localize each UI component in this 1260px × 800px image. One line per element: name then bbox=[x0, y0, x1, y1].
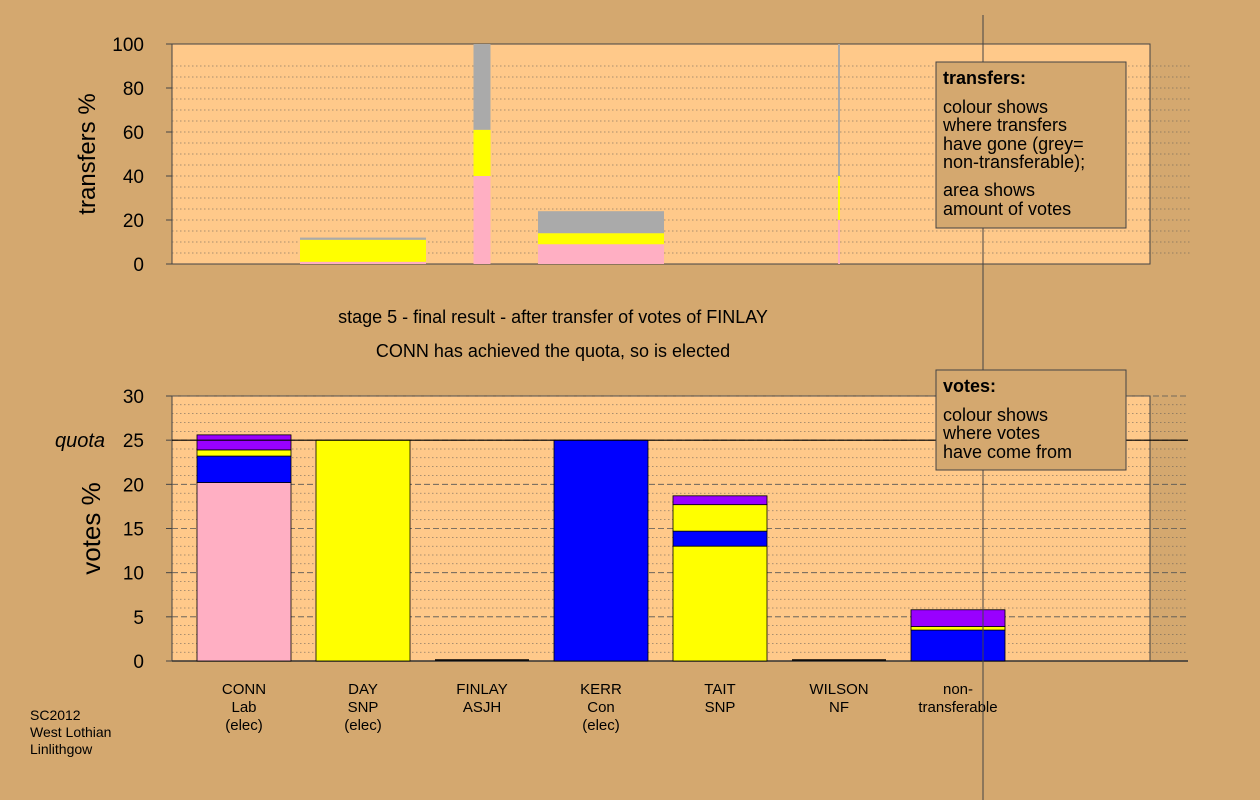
vote-segment bbox=[672, 504, 768, 532]
vote-segment bbox=[196, 455, 292, 483]
transfers-legend-line: have gone (grey= bbox=[943, 134, 1084, 154]
y-tick-label: 5 bbox=[133, 608, 144, 629]
votes-legend-line: have come from bbox=[943, 442, 1072, 462]
transfer-segment bbox=[838, 44, 840, 176]
x-category-label: SNP bbox=[705, 699, 736, 716]
quota-label: quota bbox=[55, 430, 105, 452]
vote-segment bbox=[315, 439, 411, 662]
vote-segment bbox=[196, 449, 292, 457]
y-tick-label: 30 bbox=[123, 387, 144, 408]
vote-segment bbox=[672, 495, 768, 506]
x-category-label: KERR bbox=[580, 681, 622, 698]
x-category-label: FINLAY bbox=[456, 681, 507, 698]
x-category-label: WILSON bbox=[809, 681, 868, 698]
x-category-label: (elec) bbox=[344, 717, 382, 734]
y-tick-label: 0 bbox=[133, 255, 144, 276]
transfers-legend-line: colour shows bbox=[943, 97, 1048, 117]
transfer-segment bbox=[538, 211, 664, 234]
x-category-label: CONN bbox=[222, 681, 266, 698]
y-tick-label: 15 bbox=[123, 520, 144, 541]
transfer-segment bbox=[300, 239, 426, 262]
y-tick-label: 60 bbox=[123, 123, 144, 144]
transfer-segment bbox=[538, 233, 664, 245]
x-category-label: non- bbox=[943, 681, 973, 698]
x-category-label: (elec) bbox=[225, 717, 263, 734]
transfers-legend-line: area shows bbox=[943, 180, 1035, 200]
vote-segment bbox=[553, 439, 649, 662]
footer-line: SC2012 bbox=[30, 707, 81, 723]
x-category-label: NF bbox=[829, 699, 849, 716]
vote-segment bbox=[672, 530, 768, 547]
transfers-legend: transfers: colour shows where transfers … bbox=[935, 61, 1127, 229]
transfers-legend-line: non-transferable); bbox=[943, 152, 1085, 172]
vote-segment bbox=[672, 545, 768, 662]
transfer-segment bbox=[300, 237, 426, 240]
x-category-label: TAIT bbox=[704, 681, 735, 698]
y-axis-label: votes % bbox=[76, 482, 106, 575]
transfer-segment bbox=[473, 44, 491, 130]
transfers-legend-title: transfers: bbox=[943, 68, 1026, 88]
y-tick-label: 20 bbox=[123, 211, 144, 232]
votes-legend-line: where votes bbox=[942, 423, 1040, 443]
y-axis-label: transfers % bbox=[74, 93, 101, 214]
transfer-segment bbox=[538, 244, 664, 264]
footer-line: West Lothian bbox=[30, 724, 111, 740]
transfer-segment bbox=[838, 220, 840, 264]
y-tick-label: 10 bbox=[123, 564, 144, 585]
x-category-label: DAY bbox=[348, 681, 378, 698]
y-tick-label: 25 bbox=[123, 431, 144, 452]
y-tick-label: 40 bbox=[123, 167, 144, 188]
transfers-legend-line: amount of votes bbox=[943, 199, 1071, 219]
vote-segment bbox=[196, 482, 292, 662]
y-tick-label: 80 bbox=[123, 79, 144, 100]
x-category-label: (elec) bbox=[582, 717, 620, 734]
y-tick-label: 0 bbox=[133, 652, 144, 673]
x-category-label: transferable bbox=[918, 699, 997, 716]
vote-segment bbox=[910, 609, 1006, 627]
transfer-segment bbox=[473, 176, 491, 264]
transfer-segment bbox=[300, 261, 426, 264]
chart-title-line2: CONN has achieved the quota, so is elect… bbox=[376, 341, 730, 361]
vote-segment bbox=[910, 626, 1006, 631]
footer-line: Linlithgow bbox=[30, 741, 93, 757]
votes-legend-line: colour shows bbox=[943, 405, 1048, 425]
vote-segment bbox=[196, 434, 292, 451]
transfer-segment bbox=[473, 129, 491, 176]
vote-segment bbox=[910, 629, 1006, 662]
transfers-legend-line: where transfers bbox=[942, 115, 1067, 135]
x-category-label: ASJH bbox=[463, 699, 501, 716]
x-category-label: Con bbox=[587, 699, 615, 716]
chart-title-line1: stage 5 - final result - after transfer … bbox=[338, 307, 768, 327]
y-tick-label: 20 bbox=[123, 475, 144, 496]
x-category-label: SNP bbox=[348, 699, 379, 716]
votes-legend: votes: colour shows where votes have com… bbox=[935, 369, 1127, 471]
votes-legend-title: votes: bbox=[943, 376, 996, 396]
transfer-segment bbox=[838, 176, 840, 220]
y-tick-label: 100 bbox=[112, 35, 144, 56]
x-category-label: Lab bbox=[231, 699, 256, 716]
